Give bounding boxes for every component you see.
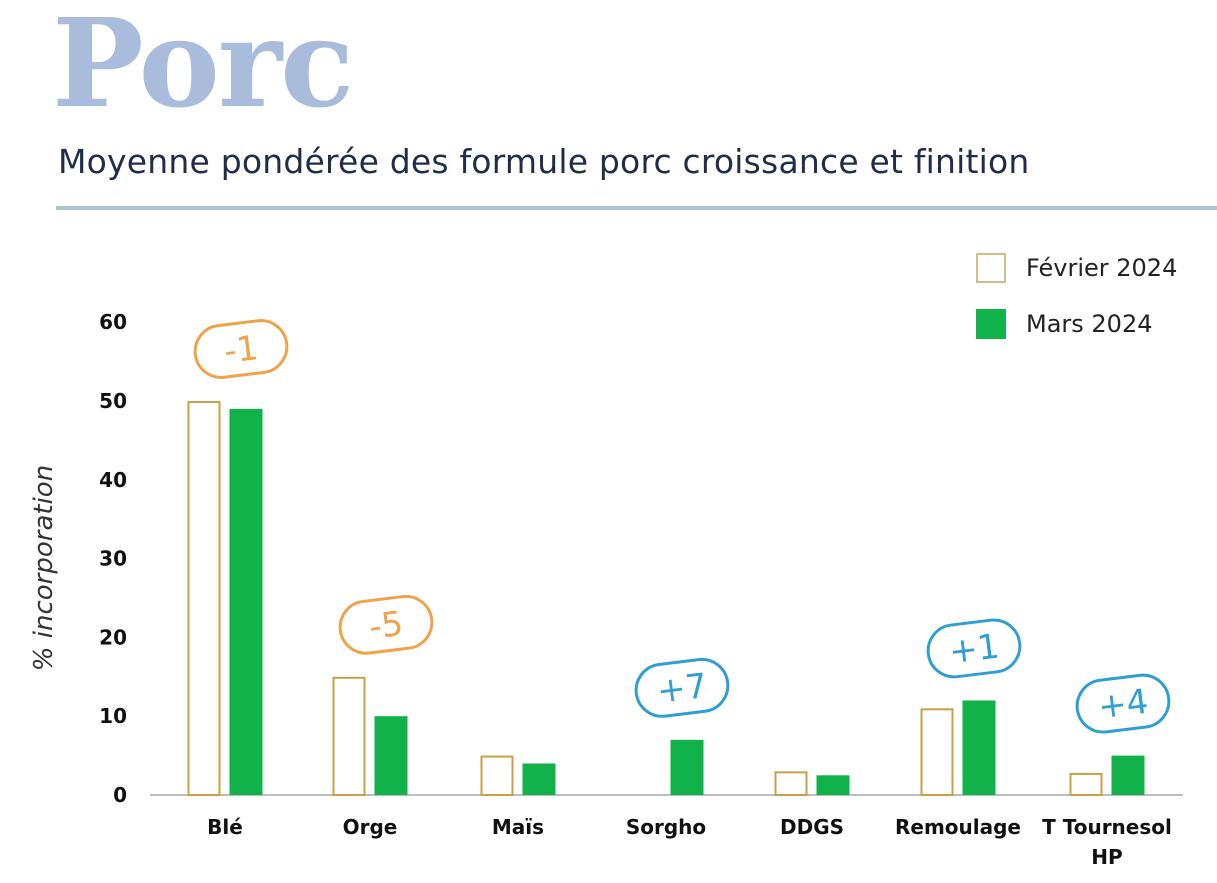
delta-badge — [1075, 673, 1171, 734]
delta-badge — [193, 319, 289, 379]
delta-badge — [634, 657, 730, 718]
bar-feb-2024 — [332, 676, 366, 796]
bar-mar-2024 — [670, 739, 704, 795]
bar-mar-2024 — [229, 408, 263, 795]
bar-mar-2024 — [522, 763, 556, 795]
delta-label: -1 — [222, 328, 261, 372]
chart-legend: Février 2024 Mars 2024 — [976, 248, 1177, 360]
bar-feb-2024 — [187, 401, 221, 796]
y-tick-label: 10 — [99, 704, 127, 728]
y-tick-label: 60 — [99, 310, 127, 334]
delta-label: +4 — [1096, 682, 1151, 728]
legend-swatch-feb — [976, 253, 1006, 283]
y-tick-label: 50 — [99, 389, 127, 413]
delta-badge — [338, 594, 434, 655]
x-category-label: Blé — [207, 815, 243, 839]
page-subtitle: Moyenne pondérée des formule porc croiss… — [58, 142, 1030, 181]
legend-item-mar: Mars 2024 — [976, 304, 1177, 344]
legend-item-feb: Février 2024 — [976, 248, 1177, 288]
delta-label: -5 — [367, 604, 406, 648]
x-category-label: Remoulage — [895, 815, 1021, 839]
title-divider — [56, 206, 1217, 210]
bar-feb-2024 — [774, 771, 808, 796]
bar-mar-2024 — [1111, 755, 1145, 795]
bar-feb-2024 — [920, 708, 954, 797]
page-title: Porc — [52, 0, 354, 135]
y-tick-label: 0 — [113, 783, 127, 807]
bar-mar-2024 — [962, 700, 996, 795]
delta-label: +7 — [655, 666, 710, 712]
bar-mar-2024 — [374, 716, 408, 795]
delta-label: +1 — [947, 627, 1002, 673]
legend-label-mar: Mars 2024 — [1026, 310, 1153, 338]
y-tick-label: 20 — [99, 625, 127, 649]
x-category-label: DDGS — [780, 815, 844, 839]
bar-feb-2024 — [1069, 772, 1103, 796]
x-category-label: Maïs — [492, 815, 544, 839]
bar-mar-2024 — [816, 775, 850, 795]
y-tick-label: 40 — [99, 468, 127, 492]
legend-swatch-mar — [976, 309, 1006, 339]
x-category-label: Orge — [343, 815, 398, 839]
bar-feb-2024 — [480, 755, 514, 796]
y-tick-label: 30 — [99, 547, 127, 571]
legend-label-feb: Février 2024 — [1026, 254, 1178, 282]
x-category-label: T Tournesol HP — [1042, 815, 1172, 869]
x-category-label: Sorgho — [626, 815, 706, 839]
delta-badge — [926, 618, 1022, 679]
